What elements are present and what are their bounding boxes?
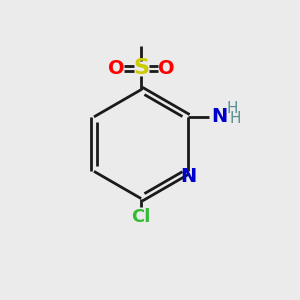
Text: N: N — [211, 107, 227, 126]
Text: S: S — [133, 58, 149, 78]
Text: H: H — [230, 111, 241, 126]
Text: Cl: Cl — [131, 208, 151, 226]
Text: O: O — [158, 59, 175, 78]
Text: N: N — [180, 167, 196, 186]
Text: O: O — [108, 59, 124, 78]
Text: H: H — [227, 100, 238, 116]
